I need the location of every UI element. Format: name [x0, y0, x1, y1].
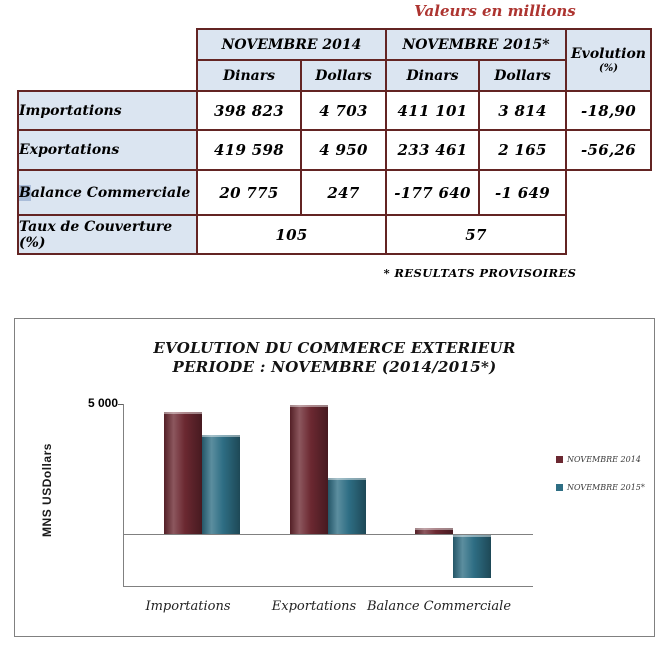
exportations-dollars-2014: 4 950 — [300, 129, 387, 171]
col-group-nov-2015: NOVEMBRE 2015* — [385, 28, 567, 61]
exportations-dinars-2015: 233 461 — [385, 129, 480, 171]
baseline — [123, 586, 533, 587]
table-row: Taux de Couverture (%) 105 57 — [17, 214, 651, 255]
table-row: Balance Commerciale 20 775 247 -177 640 … — [17, 169, 651, 216]
legend-label: NOVEMBRE 2015* — [567, 483, 645, 492]
category-label: Balance Commerciale — [366, 599, 512, 614]
evolution-label: Evolution — [571, 46, 646, 62]
trade-table: NOVEMBRE 2014 NOVEMBRE 2015* Evolution (… — [17, 28, 652, 255]
balance-dollars-2014: 247 — [300, 169, 387, 216]
coverage-2014: 105 — [196, 214, 387, 255]
footnote: * RESULTATS PROVISOIRES — [383, 266, 577, 280]
balance-dinars-2014: 20 775 — [196, 169, 302, 216]
table-row: Exportations 419 598 4 950 233 461 2 165… — [17, 129, 652, 171]
coverage-2015: 57 — [385, 214, 567, 255]
bar — [415, 527, 453, 534]
category-label: Exportations — [271, 599, 357, 614]
bar — [453, 535, 491, 578]
subheader-dinars-2015: Dinars — [385, 59, 480, 92]
subheader-dollars-2014: Dollars — [300, 59, 387, 92]
zero-line — [123, 534, 533, 535]
importations-dollars-2014: 4 703 — [300, 90, 387, 131]
row-label-coverage: Taux de Couverture (%) — [17, 214, 198, 255]
row-label-balance: Balance Commerciale — [17, 169, 198, 216]
subheader-dinars-2014: Dinars — [196, 59, 302, 92]
legend-item: NOVEMBRE 2015* — [556, 483, 645, 492]
balance-dinars-2015: -177 640 — [385, 169, 480, 216]
chart-panel: EVOLUTION DU COMMERCE EXTERIEUR PERIODE … — [14, 318, 655, 637]
header-spacer — [18, 29, 197, 60]
chart-title-line1: EVOLUTION DU COMMERCE EXTERIEUR — [153, 339, 516, 357]
bar — [328, 477, 366, 534]
coverage-evolution-empty — [566, 215, 651, 254]
legend-swatch-icon — [556, 484, 563, 491]
col-group-nov-2014: NOVEMBRE 2014 — [196, 28, 387, 61]
legend-item: NOVEMBRE 2014 — [556, 455, 641, 464]
table-caption: Valeurs en millions — [414, 2, 576, 20]
importations-evolution: -18,90 — [565, 90, 652, 131]
row-label-importations: Importations — [17, 90, 198, 131]
legend-swatch-icon — [556, 456, 563, 463]
header-spacer — [18, 60, 197, 91]
exportations-evolution: -56,26 — [565, 129, 652, 171]
y-axis-line — [123, 404, 124, 586]
evolution-unit: (%) — [599, 63, 618, 74]
category-label: Importations — [145, 599, 231, 614]
balance-evolution-empty — [566, 170, 651, 215]
subheader-dollars-2015: Dollars — [478, 59, 567, 92]
legend-label: NOVEMBRE 2014 — [567, 455, 641, 464]
row-label-exportations: Exportations — [17, 129, 198, 171]
exportations-dollars-2015: 2 165 — [478, 129, 567, 171]
chart-title: EVOLUTION DU COMMERCE EXTERIEUR PERIODE … — [15, 339, 654, 377]
plot-area: 5 0004 0003 0002 0001 0000-1 000-2 000Im… — [15, 319, 654, 636]
bar — [202, 434, 240, 534]
y-tick-mark — [118, 404, 123, 405]
importations-dinars-2014: 398 823 — [196, 90, 302, 131]
table-row: Importations 398 823 4 703 411 101 3 814… — [17, 90, 652, 131]
bar — [164, 411, 202, 534]
bar — [290, 405, 328, 534]
chart-title-line2: PERIODE : NOVEMBRE (2014/2015*) — [172, 358, 497, 376]
y-tick-label: 5 000 — [87, 396, 118, 410]
balance-dollars-2015: -1 649 — [478, 169, 567, 216]
importations-dinars-2015: 411 101 — [385, 90, 480, 131]
col-evolution-header: Evolution (%) — [565, 28, 652, 92]
importations-dollars-2015: 3 814 — [478, 90, 567, 131]
exportations-dinars-2014: 419 598 — [196, 129, 302, 171]
